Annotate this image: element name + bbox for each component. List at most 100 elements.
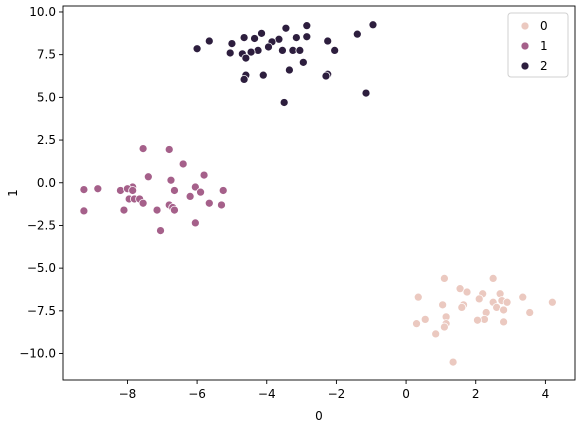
y-tick-label: 0.0 bbox=[37, 176, 56, 190]
y-axis-label: 1 bbox=[6, 189, 20, 197]
data-point-series-2 bbox=[352, 29, 362, 39]
data-point-series-2 bbox=[279, 98, 289, 107]
data-point-series-0 bbox=[420, 314, 430, 324]
data-point-series-0 bbox=[440, 322, 449, 332]
x-tick-label: 4 bbox=[542, 387, 550, 401]
data-point-series-2 bbox=[239, 33, 249, 42]
data-point-series-0 bbox=[455, 284, 465, 294]
data-point-series-2 bbox=[192, 44, 202, 54]
data-point-series-2 bbox=[227, 39, 237, 48]
data-point-series-2 bbox=[368, 20, 378, 30]
y-tick-label: 7.5 bbox=[37, 48, 56, 62]
x-axis-label: 0 bbox=[315, 409, 323, 423]
y-tick-label: −7.5 bbox=[27, 304, 56, 318]
data-point-series-0 bbox=[499, 317, 508, 327]
data-point-series-1 bbox=[218, 186, 228, 195]
y-tick-label: −2.5 bbox=[27, 218, 56, 232]
data-point-series-0 bbox=[518, 292, 528, 302]
data-point-series-2 bbox=[330, 46, 340, 55]
data-point-series-1 bbox=[170, 205, 179, 215]
y-tick-label: 2.5 bbox=[37, 133, 56, 147]
data-points bbox=[79, 20, 557, 367]
data-point-series-2 bbox=[298, 57, 308, 67]
legend-marker bbox=[520, 61, 530, 71]
legend-frame bbox=[507, 12, 569, 78]
data-point-series-2 bbox=[258, 70, 268, 80]
plot-frame bbox=[62, 5, 576, 381]
y-axis-ticks: −10.0 −7.5 −5.0 −2.5 0.0 2.5 5.0 7.5 10.0 bbox=[19, 5, 63, 361]
data-point-series-1 bbox=[199, 170, 209, 180]
legend-label: 1 bbox=[540, 39, 548, 53]
data-point-series-0 bbox=[431, 329, 441, 339]
data-point-series-0 bbox=[413, 292, 423, 302]
legend-label: 2 bbox=[540, 59, 548, 73]
data-point-series-0 bbox=[502, 297, 512, 307]
x-tick-label: 2 bbox=[472, 387, 480, 401]
data-point-series-1 bbox=[217, 200, 226, 210]
data-point-series-2 bbox=[281, 23, 291, 33]
data-point-series-0 bbox=[488, 274, 498, 283]
data-point-series-1 bbox=[138, 144, 148, 153]
data-point-series-0 bbox=[448, 357, 458, 367]
data-point-series-2 bbox=[257, 28, 266, 38]
data-point-series-0 bbox=[457, 303, 467, 312]
y-tick-label: 5.0 bbox=[37, 90, 56, 104]
data-point-series-1 bbox=[156, 226, 165, 235]
data-point-series-1 bbox=[143, 172, 153, 182]
data-point-series-2 bbox=[295, 46, 305, 55]
data-point-series-0 bbox=[525, 308, 535, 317]
data-point-series-0 bbox=[412, 319, 421, 329]
data-point-series-1 bbox=[178, 159, 188, 169]
data-point-series-2 bbox=[241, 53, 251, 63]
legend-label: 0 bbox=[540, 19, 548, 33]
data-point-series-2 bbox=[285, 65, 294, 75]
legend-marker bbox=[520, 21, 530, 31]
data-point-series-0 bbox=[499, 305, 508, 315]
data-point-series-2 bbox=[239, 75, 249, 84]
data-point-series-2 bbox=[291, 33, 301, 42]
x-tick-label: −8 bbox=[119, 387, 137, 401]
data-point-series-0 bbox=[547, 297, 557, 307]
data-point-series-1 bbox=[204, 198, 214, 208]
x-tick-label: −4 bbox=[258, 387, 276, 401]
data-point-series-2 bbox=[250, 34, 259, 43]
data-point-series-1 bbox=[93, 184, 103, 194]
data-point-series-1 bbox=[196, 187, 205, 197]
data-point-series-1 bbox=[79, 206, 89, 216]
data-point-series-2 bbox=[302, 21, 312, 31]
data-point-series-1 bbox=[185, 192, 195, 201]
data-point-series-1 bbox=[166, 175, 176, 185]
x-tick-label: −2 bbox=[328, 387, 346, 401]
data-point-series-0 bbox=[438, 300, 448, 310]
data-point-series-1 bbox=[79, 185, 89, 194]
data-point-series-0 bbox=[462, 287, 472, 297]
data-point-series-2 bbox=[204, 36, 214, 46]
data-point-series-1 bbox=[152, 205, 162, 215]
data-point-series-2 bbox=[321, 71, 331, 81]
legend-marker bbox=[520, 41, 530, 51]
data-point-series-1 bbox=[138, 198, 148, 208]
x-axis-ticks: −8 −6 −4 −2 0 2 4 bbox=[119, 380, 550, 401]
data-point-series-2 bbox=[323, 36, 333, 46]
data-point-series-0 bbox=[473, 315, 482, 325]
data-point-series-1 bbox=[190, 218, 200, 228]
data-point-series-2 bbox=[264, 42, 273, 52]
data-point-series-0 bbox=[474, 294, 484, 304]
data-point-series-2 bbox=[225, 48, 235, 58]
data-point-series-1 bbox=[119, 205, 129, 215]
y-tick-label: −10.0 bbox=[19, 347, 56, 361]
legend: 0 1 2 bbox=[507, 12, 569, 78]
data-point-series-2 bbox=[361, 88, 371, 98]
data-point-series-1 bbox=[170, 186, 179, 195]
y-tick-label: −5.0 bbox=[27, 261, 56, 275]
data-point-series-0 bbox=[440, 274, 449, 283]
x-tick-label: 0 bbox=[402, 387, 410, 401]
x-tick-label: −6 bbox=[188, 387, 206, 401]
data-point-series-1 bbox=[164, 145, 174, 154]
data-point-series-1 bbox=[128, 186, 138, 195]
y-tick-label: 10.0 bbox=[29, 5, 56, 19]
data-point-series-2 bbox=[302, 32, 312, 42]
data-point-series-2 bbox=[278, 46, 287, 55]
data-point-series-1 bbox=[190, 182, 200, 192]
